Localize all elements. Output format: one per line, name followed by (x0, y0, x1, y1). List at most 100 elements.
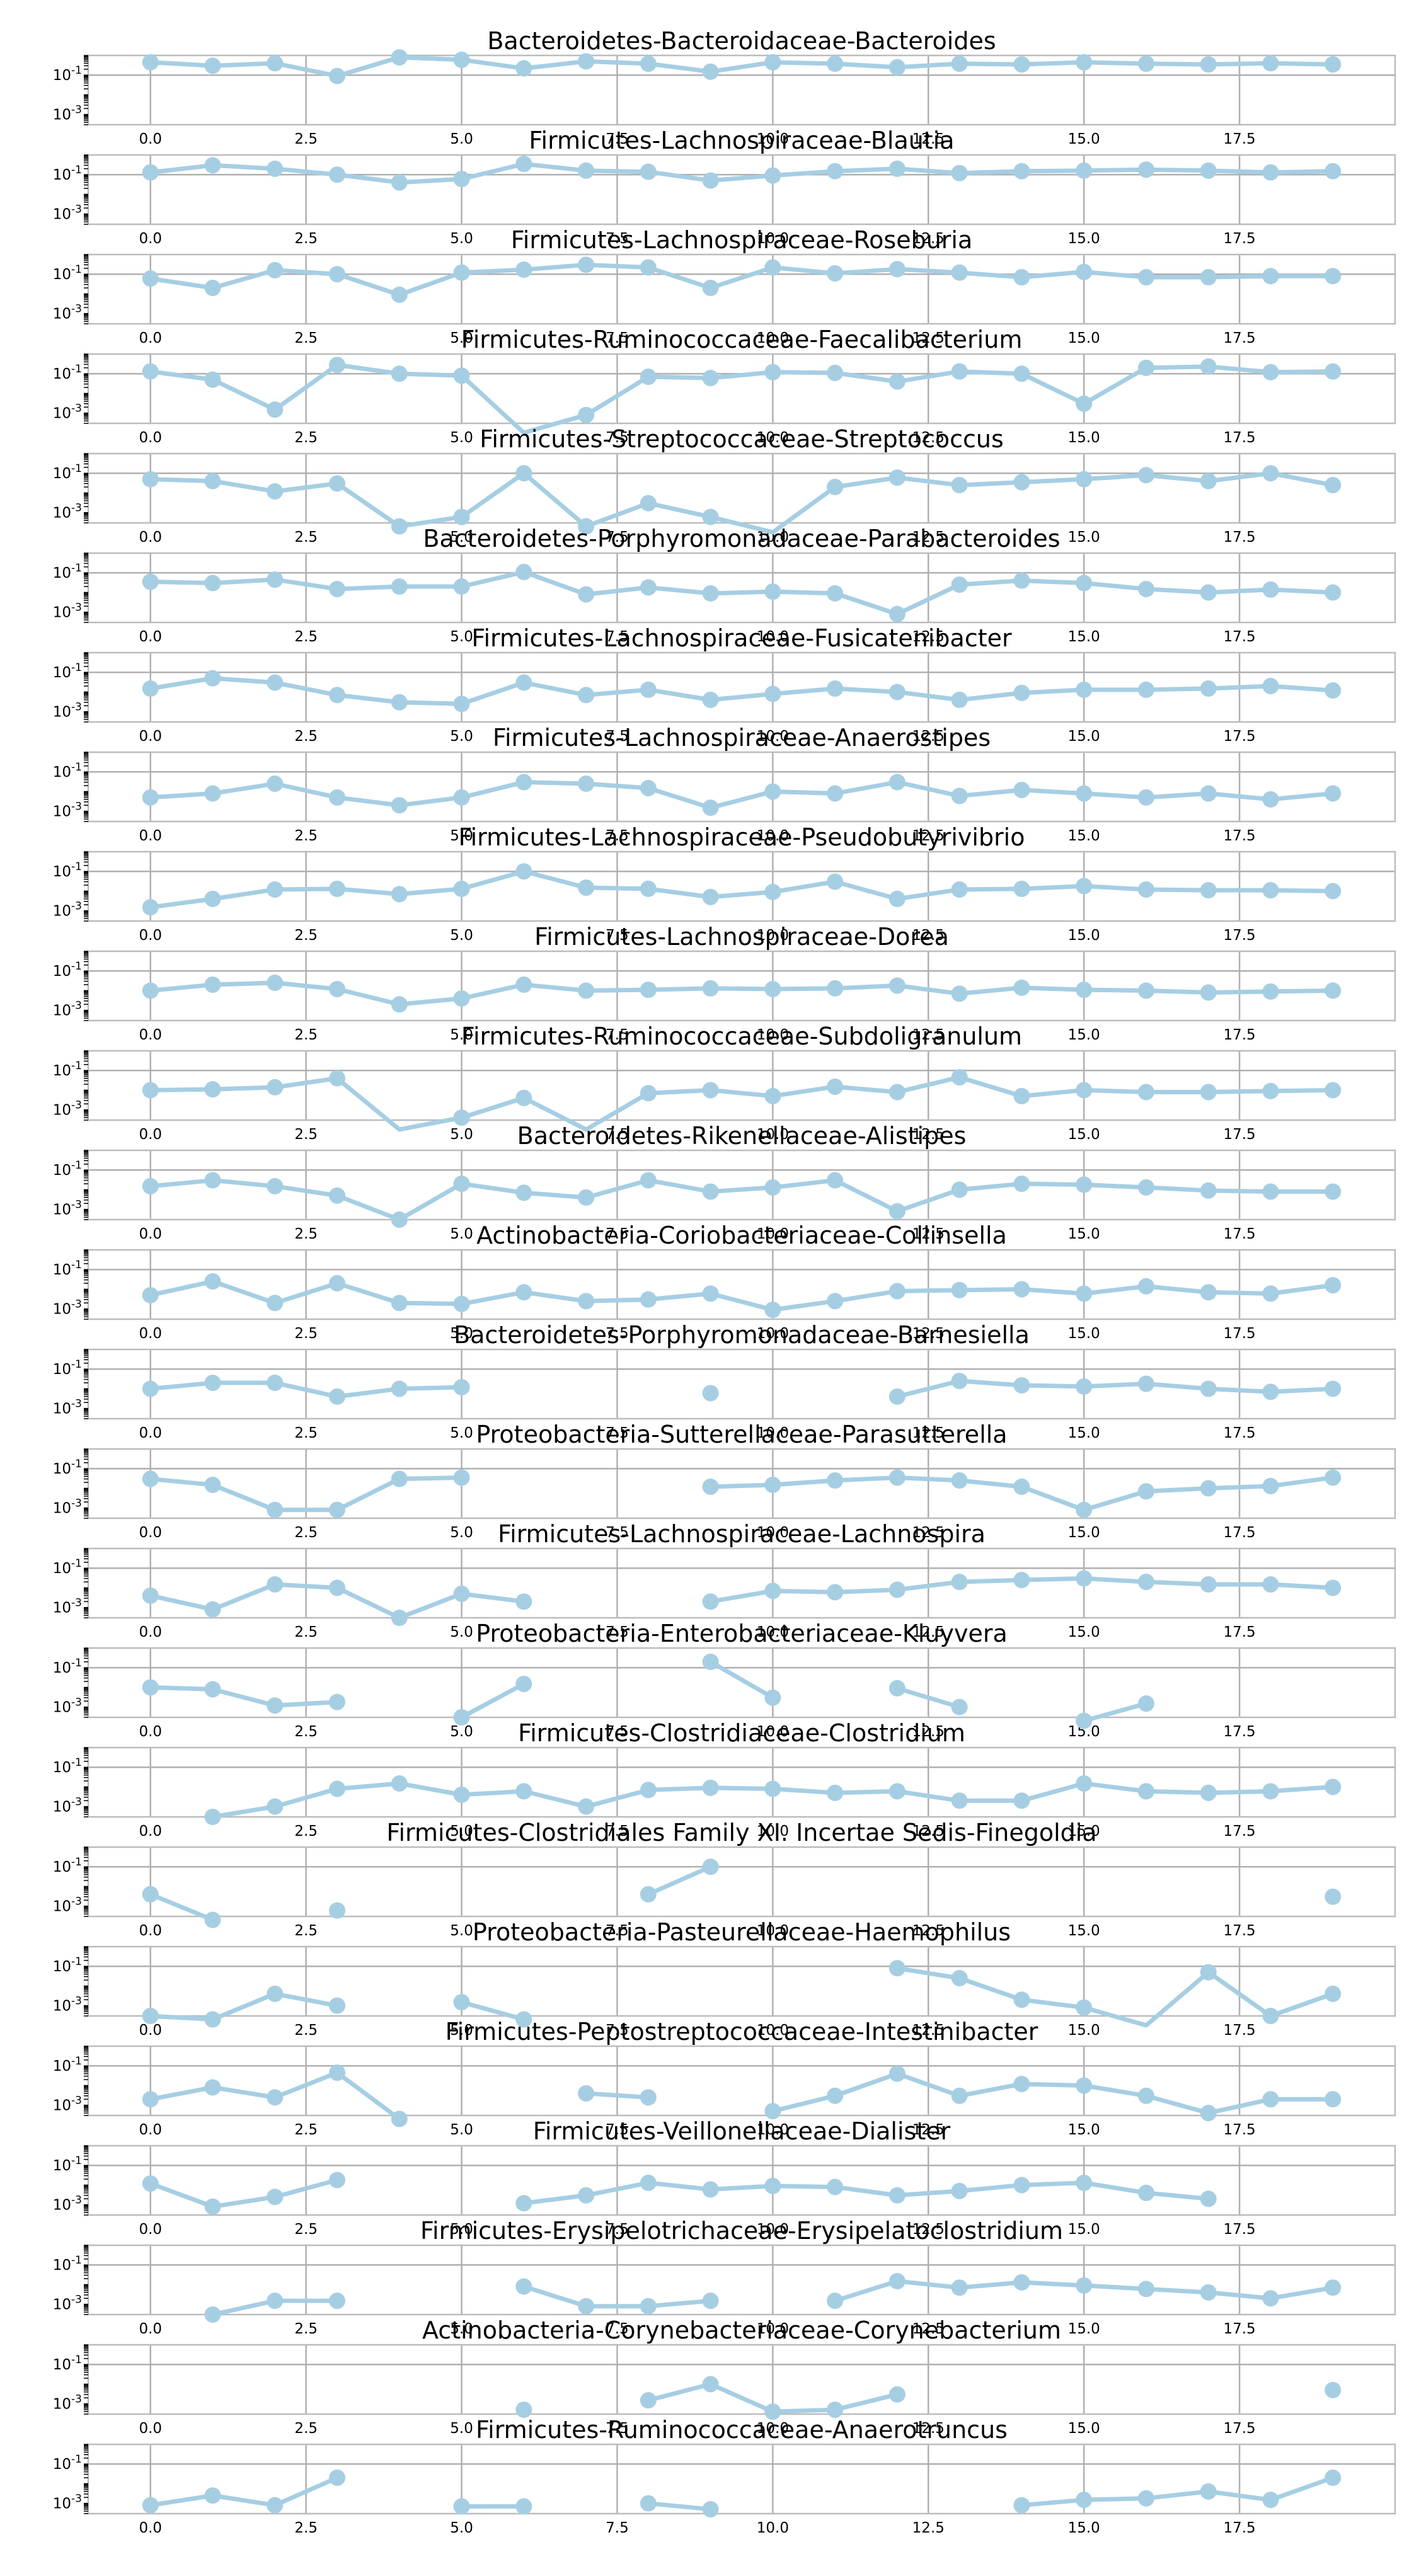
series-line (150, 1991, 338, 2022)
x-tick-label: 17.5 (1223, 1425, 1255, 1441)
x-tick-label: 15.0 (1068, 1226, 1100, 1242)
series (515, 2376, 1342, 2420)
series-line (149, 1892, 214, 1922)
x-tick-label: 0.0 (139, 2420, 162, 2437)
x-tick-label: 5.0 (450, 330, 473, 346)
x-tick-label: 5.0 (450, 629, 473, 645)
x-tick-label: 2.5 (294, 430, 318, 446)
data-point (142, 1470, 159, 1487)
data-point (640, 2089, 657, 2106)
x-tick-label: 15.0 (1068, 1027, 1100, 1043)
series (204, 2272, 1342, 2323)
data-point (1013, 1478, 1030, 1495)
data-point (1013, 1991, 1030, 2008)
y-tick-label: 10-1 (53, 2354, 82, 2373)
x-tick-label: 17.5 (1223, 1525, 1255, 1541)
subplot: Firmicutes-Lachnospiraceae-Blautia 10-1 10… (53, 127, 1396, 247)
data-point (1013, 1572, 1030, 1589)
data-point (1076, 681, 1093, 698)
series (142, 1069, 1342, 1132)
x-tick-label: 15.0 (1068, 2221, 1100, 2238)
subplot-title: Firmicutes-Lachnospiraceae-Pseudobutyriv… (459, 823, 1025, 851)
data-point (453, 1176, 470, 1193)
y-tick-label: 10-1 (53, 1358, 82, 1378)
x-tick-label: 0.0 (139, 2022, 162, 2039)
data-point (1200, 1480, 1217, 1497)
data-point (329, 789, 346, 806)
data-point (329, 266, 346, 283)
x-tick-label: 7.5 (606, 1425, 629, 1441)
data-point (1137, 55, 1154, 72)
y-tick-label: 10-3 (53, 203, 82, 223)
x-tick-label: 2.5 (294, 1525, 318, 1541)
x-tick-label: 0.0 (139, 1027, 162, 1043)
axes-frame (87, 1547, 1396, 1619)
x-tick-label: 17.5 (1223, 629, 1255, 645)
data-point (1200, 1964, 1217, 1981)
series-line (150, 980, 1333, 1007)
x-tick-label: 10.0 (757, 231, 789, 247)
subplot: Actinobacteria-Coriobacteriaceae-Collins… (53, 1222, 1396, 1342)
x-tick-label: 7.5 (606, 1823, 629, 1840)
data-point (640, 1172, 657, 1189)
data-point (702, 1779, 719, 1796)
x-tick-label: 15.0 (1068, 1126, 1100, 1143)
data-point (888, 1084, 905, 1101)
subplot-title: Firmicutes-Lachnospiraceae-Fusicatenibac… (471, 624, 1012, 652)
x-tick-label: 5.0 (450, 231, 473, 247)
y-tick-label: 10-1 (53, 64, 82, 84)
data-point (1200, 358, 1217, 375)
data-point (204, 280, 221, 297)
x-tick-label: 2.5 (294, 2122, 318, 2138)
y-tick-label: 10-3 (53, 900, 82, 920)
data-point (1076, 1082, 1093, 1099)
data-point (1325, 477, 1342, 494)
axes-frame (87, 552, 1396, 624)
x-tick-label: 7.5 (606, 2420, 629, 2437)
x-tick-label: 2.5 (294, 2221, 318, 2238)
data-point (267, 2189, 284, 2206)
data-point (267, 2497, 284, 2514)
x-tick-label: 12.5 (912, 927, 945, 944)
x-tick-label: 15.0 (1068, 2022, 1100, 2039)
x-tick-label: 12.5 (912, 2520, 945, 2536)
axes-frame (87, 2045, 1396, 2117)
x-tick-label: 10.0 (757, 629, 789, 645)
data-point (142, 2008, 159, 2024)
data-point (142, 1177, 159, 1194)
y-tick-label: 10-3 (53, 2095, 82, 2114)
x-tick-label: 12.5 (912, 1425, 945, 1441)
subplot: Firmicutes-Lachnospiraceae-Pseudobutyriv… (53, 823, 1396, 944)
x-tick-label: 10.0 (757, 330, 789, 346)
series (142, 49, 1342, 84)
x-tick-label: 15.0 (1068, 2520, 1100, 2536)
data-point (1325, 1469, 1342, 1486)
data-point (1013, 56, 1030, 73)
series (142, 357, 1342, 435)
data-point (764, 259, 781, 276)
x-tick-label: 12.5 (912, 828, 945, 844)
data-point (453, 1709, 470, 1726)
x-tick-label: 10.0 (757, 2420, 789, 2437)
series-line (1021, 2475, 1334, 2508)
data-point (702, 63, 719, 80)
x-tick-label: 7.5 (606, 529, 629, 546)
data-point (453, 264, 470, 281)
data-point (640, 779, 657, 796)
subplot: Firmicutes-Streptococcaceae-Streptococcu… (53, 425, 1396, 546)
data-point (1076, 982, 1093, 999)
x-tick-label: 15.0 (1068, 728, 1100, 745)
x-tick-label: 7.5 (606, 1624, 629, 1640)
data-point (888, 261, 905, 278)
data-point (1013, 2177, 1030, 2194)
data-point (1262, 2290, 1279, 2307)
x-tick-label: 2.5 (294, 828, 318, 844)
data-point (1200, 2190, 1217, 2207)
subplot: Firmicutes-Clostridiales Family XI. Ince… (53, 1819, 1396, 1939)
data-point (888, 1469, 905, 1486)
data-point (764, 980, 781, 997)
data-point (267, 776, 284, 793)
data-point (888, 2272, 905, 2289)
x-tick-label: 12.5 (912, 2122, 945, 2138)
series-line (709, 1659, 774, 1700)
